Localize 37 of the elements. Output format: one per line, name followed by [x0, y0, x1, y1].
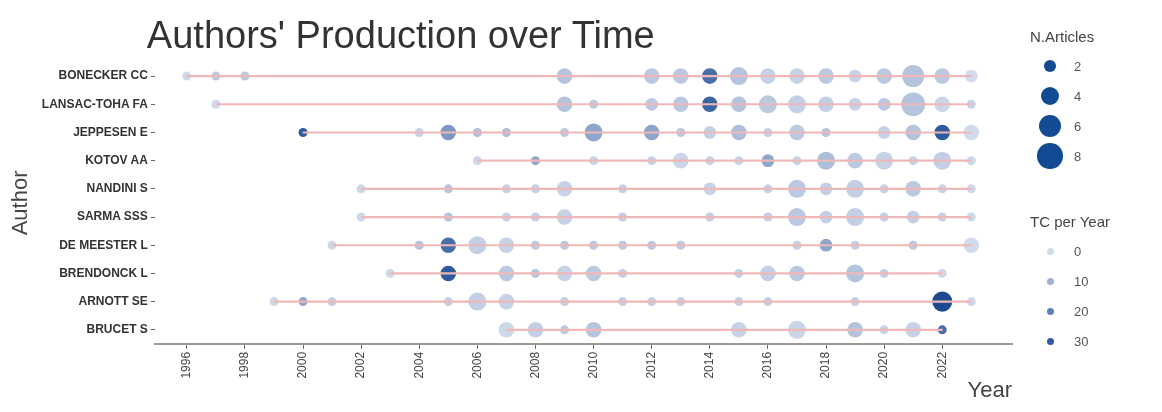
y-tick-label: LANSAC-TOHA FA — [41, 96, 149, 111]
text: 20 — [1074, 303, 1089, 319]
x-tick-label: 2002 — [353, 351, 368, 379]
y-tick-label: BRUCET S — [86, 322, 148, 337]
x-tick-label: 2012 — [644, 351, 659, 379]
x-tick-label: 2008 — [527, 351, 542, 379]
x-tick-label: 2006 — [469, 351, 484, 379]
y-axis-title: Author — [7, 170, 33, 236]
y-tick-label: ARNOTT SE — [78, 293, 148, 308]
legend-label: 4 — [1074, 88, 1082, 104]
x-tick-label: 1998 — [237, 351, 252, 379]
legend-title: N.Articles — [1030, 28, 1096, 45]
chart-title: Authors' Production over Time — [146, 14, 655, 56]
x-axis-title: Year — [967, 376, 1012, 402]
legend-label: 2 — [1074, 58, 1082, 74]
x-tick-label: 2022 — [934, 351, 949, 379]
legend-label: 6 — [1074, 118, 1082, 134]
y-tick-label: DE MEESTER L — [59, 237, 148, 252]
text: 0 — [1074, 243, 1082, 259]
y-tick-label: KOTOV AA — [85, 152, 149, 167]
y-tick-label: NANDINI S — [86, 181, 148, 196]
x-tick-label: 2004 — [411, 351, 426, 379]
y-tick-label: BRENDONCK L — [59, 265, 148, 280]
legend-label: 8 — [1074, 148, 1082, 164]
x-tick-label: 2010 — [585, 351, 600, 379]
x-tick-label: 2016 — [760, 351, 775, 379]
color-bar-title: TC per Year — [1030, 213, 1112, 230]
y-tick-label: JEPPESEN E — [73, 124, 148, 139]
x-tick-label: 2018 — [818, 351, 833, 379]
text: 30 — [1074, 333, 1089, 349]
text: 10 — [1074, 273, 1089, 289]
y-tick-label: BONECKER CC — [58, 68, 149, 83]
y-tick-label: SARMA SSS — [76, 209, 148, 224]
x-tick-label: 1996 — [179, 351, 194, 379]
x-tick-label: 2020 — [876, 351, 891, 379]
x-tick-label: 2014 — [702, 351, 717, 379]
x-tick-label: 2000 — [295, 351, 310, 379]
